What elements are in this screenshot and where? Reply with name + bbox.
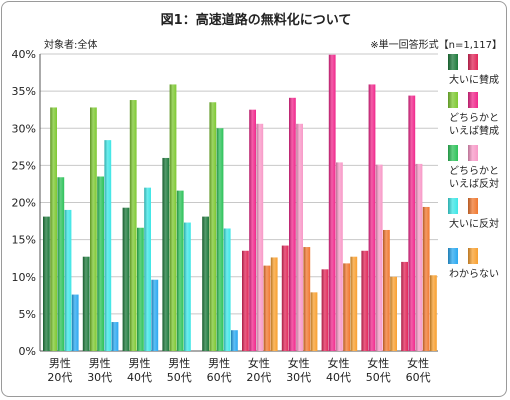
legend-label: 大いに賛成 — [449, 73, 499, 86]
bar — [383, 229, 390, 351]
bar — [122, 207, 130, 351]
bar — [390, 276, 397, 351]
bar — [111, 322, 119, 351]
bar — [162, 157, 170, 351]
chart-title: 図1：高速道路の無料化について — [161, 12, 352, 28]
bar — [415, 163, 423, 351]
legend-label: わからない — [449, 268, 499, 280]
bar — [90, 107, 97, 352]
x-tick-label: 女性 30代 — [286, 356, 311, 384]
bar — [281, 245, 289, 351]
bar — [375, 164, 383, 351]
x-tick-label: 女性 20代 — [246, 356, 271, 384]
bar — [263, 265, 271, 351]
x-tick-label: 男性 20代 — [47, 356, 72, 384]
legend-swatch — [448, 54, 458, 70]
bar — [296, 123, 303, 351]
bar — [270, 257, 278, 351]
x-tick-label: 男性 60代 — [207, 356, 232, 384]
bar — [242, 250, 249, 351]
bar — [209, 102, 217, 351]
legend-swatch — [448, 145, 458, 161]
legend-swatch — [468, 54, 478, 70]
x-tick-label: 女性 50代 — [366, 356, 391, 384]
x-tick-label: 男性 40代 — [127, 356, 152, 384]
legend-label: 大いに反対 — [449, 217, 499, 230]
bars — [43, 54, 437, 352]
legend-swatch — [468, 198, 478, 214]
bar — [368, 84, 376, 351]
x-tick-label: 男性 50代 — [167, 356, 192, 384]
bar — [430, 275, 437, 351]
legend-swatch — [448, 198, 458, 214]
bar — [321, 269, 329, 351]
bar — [104, 140, 112, 351]
bar — [256, 123, 264, 351]
bar — [97, 176, 104, 351]
bar — [43, 216, 50, 351]
chart-subtitle-right: ※単一回答形式【n=1,117】 — [370, 38, 502, 51]
legend-swatch — [448, 248, 458, 264]
x-tick-label: 女性 40代 — [326, 356, 351, 384]
y-tick-label: 10% — [12, 271, 36, 284]
y-tick-label: 15% — [12, 234, 36, 247]
y-tick-label: 40% — [12, 48, 36, 61]
bar — [408, 95, 416, 351]
bar — [343, 263, 350, 351]
legend-swatch — [468, 92, 478, 108]
bar — [82, 256, 90, 351]
bar — [289, 97, 296, 352]
bar — [64, 209, 72, 351]
bar — [422, 206, 430, 351]
legend-label: どちらかといえば賛成 — [449, 112, 499, 137]
bar — [350, 256, 358, 351]
bar — [144, 187, 151, 351]
bar — [216, 128, 224, 351]
bar — [176, 190, 184, 351]
bar — [336, 162, 343, 351]
y-tick-label: 5% — [19, 308, 36, 321]
bar — [401, 261, 408, 351]
bar — [231, 330, 238, 351]
bar — [361, 250, 369, 351]
bar — [151, 279, 159, 351]
bar — [50, 107, 57, 352]
x-tick-label: 女性 60代 — [406, 356, 431, 384]
bar — [71, 294, 79, 351]
x-tick-label: 男性 30代 — [87, 356, 112, 384]
chart-subtitle-left: 対象者:全体 — [44, 38, 97, 51]
bar — [303, 247, 311, 351]
y-tick-label: 35% — [12, 85, 36, 98]
y-tick-label: 0% — [19, 345, 36, 358]
bar — [184, 222, 191, 351]
bar — [328, 54, 336, 352]
bar — [202, 216, 209, 351]
bar — [310, 292, 318, 351]
bar — [223, 228, 231, 351]
bar — [129, 100, 137, 351]
y-tick-label: 20% — [12, 197, 36, 210]
bar — [249, 109, 256, 351]
y-tick-label: 25% — [12, 159, 36, 172]
legend-swatch — [448, 92, 458, 108]
legend-swatch — [468, 248, 478, 264]
legend-swatch — [468, 145, 478, 161]
y-axis: 0% 5% 10% 15% 20% 25% 30% 35% 40% — [12, 48, 41, 358]
bar — [137, 227, 144, 351]
bar — [57, 177, 65, 351]
y-tick-label: 30% — [12, 122, 36, 135]
legend-label: どちらかといえば反対 — [449, 165, 499, 190]
bar — [169, 84, 177, 351]
